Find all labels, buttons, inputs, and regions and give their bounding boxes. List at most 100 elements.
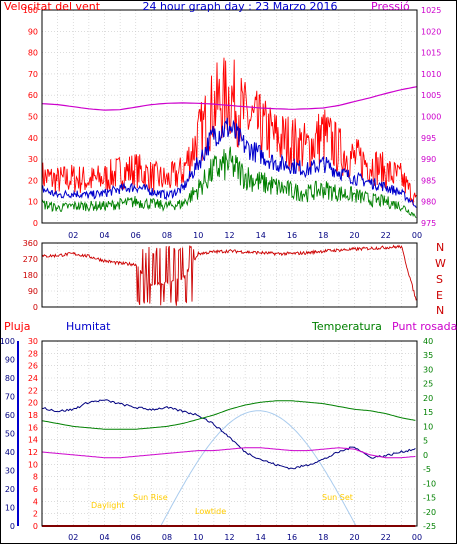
rain-tick-label: 6 — [33, 485, 38, 494]
wind-left-tick-label: 30 — [28, 155, 38, 164]
humidity-tick-label: 30 — [5, 467, 15, 476]
pressure-tick-label: 1015 — [421, 49, 441, 58]
pressure-series-line — [41, 86, 418, 111]
wind-x-tick-label: 06 — [131, 231, 141, 240]
pressure-tick-label: 990 — [421, 155, 436, 164]
wind-x-tick-label: 22 — [381, 231, 391, 240]
compass-e: E — [436, 289, 443, 302]
rain-tick-label: 2 — [33, 510, 38, 519]
temperature-tick-label: 10 — [423, 422, 433, 431]
pressure-tick-label: 980 — [421, 198, 436, 207]
rain-tick-label: 26 — [28, 362, 38, 371]
wind-title: Velocitat del vent — [4, 0, 101, 13]
direction-tick-label: 270 — [23, 255, 38, 264]
thermo-x-tick-label: 00 — [412, 533, 422, 542]
temperature-tick-label: -10 — [423, 479, 436, 488]
temperature-tick-label: 40 — [423, 337, 433, 346]
humidity-tick-label: 20 — [5, 485, 15, 494]
wind-x-tick-label: 04 — [99, 231, 109, 240]
date-title: 24 hour graph day : 23 Marzo 2016 — [142, 0, 337, 13]
humidity-tick-label: 90 — [5, 356, 15, 365]
rain-tick-label: 22 — [28, 386, 38, 395]
compass-n-top: N — [436, 241, 444, 254]
wind-x-tick-label: 08 — [162, 231, 172, 240]
wind-x-tick-label: 10 — [193, 231, 203, 240]
dewpoint-title: Punt rosada — [392, 320, 457, 333]
temperature-tick-label: -5 — [423, 465, 431, 474]
wind-left-tick-label: 90 — [28, 27, 38, 36]
wind-left-tick-label: 70 — [28, 70, 38, 79]
wind-average-series-line — [41, 117, 417, 208]
rain-tick-label: 14 — [28, 436, 38, 445]
rain-tick-label: 24 — [28, 374, 38, 383]
thermo-x-tick-label: 14 — [256, 533, 266, 542]
thermo-x-tick-label: 20 — [349, 533, 359, 542]
daylight-label: Daylight — [91, 501, 125, 510]
temperature-tick-label: 5 — [423, 437, 428, 446]
temperature-tick-label: -20 — [423, 508, 436, 517]
pressure-tick-label: 1010 — [421, 70, 441, 79]
wind-left-tick-label: 80 — [28, 49, 38, 58]
compass-n-bottom: N — [436, 304, 444, 317]
thermo-x-tick-label: 12 — [224, 533, 234, 542]
direction-tick-label: 180 — [23, 271, 38, 280]
rain-tick-label: 20 — [28, 399, 38, 408]
pressure-tick-label: 995 — [421, 134, 436, 143]
rain-tick-label: 16 — [28, 423, 38, 432]
wind-left-tick-label: 60 — [28, 91, 38, 100]
humidity-tick-label: 80 — [5, 374, 15, 383]
temperature-tick-label: -25 — [423, 522, 436, 531]
pressure-tick-label: 1005 — [421, 91, 441, 100]
pressure-tick-label: 985 — [421, 176, 436, 185]
wind-left-tick-label: 10 — [28, 198, 38, 207]
direction-tick-label: 0 — [33, 303, 38, 312]
pressure-tick-label: 1025 — [421, 6, 441, 15]
wind-minimum-series-line — [41, 146, 417, 219]
rain-tick-label: 4 — [33, 497, 38, 506]
pressure-tick-label: 1020 — [421, 27, 441, 36]
rain-tick-label: 30 — [28, 337, 38, 346]
direction-tick-label: 360 — [23, 239, 38, 248]
temperature-series-line — [41, 400, 416, 430]
wind-left-tick-label: 40 — [28, 134, 38, 143]
thermo-x-tick-label: 06 — [131, 533, 141, 542]
humidity-series-line — [41, 399, 416, 470]
thermo-x-tick-label: 08 — [162, 533, 172, 542]
rain-tick-label: 28 — [28, 349, 38, 358]
thermo-x-tick-label: 02 — [68, 533, 78, 542]
direction-plot-frame — [41, 242, 418, 308]
pressure-tick-label: 975 — [421, 219, 436, 228]
compass-w: W — [435, 257, 446, 270]
compass-s: S — [436, 273, 443, 286]
thermo-x-tick-label: 16 — [287, 533, 297, 542]
rain-tick-label: 0 — [33, 522, 38, 531]
temperature-title: Temperatura — [311, 320, 382, 333]
wind-x-tick-label: 16 — [287, 231, 297, 240]
direction-series-line — [41, 244, 417, 306]
thermo-x-tick-label: 10 — [193, 533, 203, 542]
humidity-tick-label: 10 — [5, 504, 15, 513]
sun-set-label: Sun Set — [322, 493, 353, 502]
direction-panel: 0 90 180 270 360 N W S E N — [23, 239, 446, 317]
humidity-tick-label: 50 — [5, 430, 15, 439]
humidity-tick-label: 40 — [5, 448, 15, 457]
low-tide-label: Lowtide — [195, 507, 226, 516]
humidity-tick-label: 100 — [0, 337, 15, 346]
temperature-tick-label: 0 — [423, 451, 428, 460]
wind-left-tick-label: 50 — [28, 113, 38, 122]
rain-tick-label: 18 — [28, 411, 38, 420]
dewpoint-series-line — [41, 447, 416, 459]
humidity-tick-label: 60 — [5, 411, 15, 420]
wind-x-tick-label: 14 — [256, 231, 266, 240]
sun-elevation-curve — [160, 410, 357, 527]
humidity-tick-label: 0 — [10, 522, 15, 531]
humidity-tick-label: 70 — [5, 393, 15, 402]
pressure-title: Pressió — [371, 0, 410, 13]
wind-left-tick-label: 100 — [23, 6, 38, 15]
wind-x-tick-label: 20 — [349, 231, 359, 240]
rain-title: Pluja — [4, 320, 30, 333]
